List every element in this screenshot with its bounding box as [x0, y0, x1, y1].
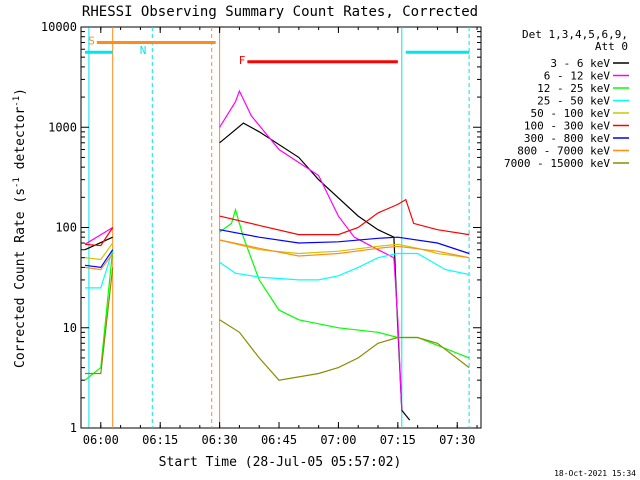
y-axis-label-end: ) [13, 88, 28, 96]
x-tick-label-5: 07:15 [380, 433, 416, 447]
x-tick-label-6: 07:30 [439, 433, 475, 447]
x-tick-label-4: 07:00 [320, 433, 356, 447]
x-tick-label-0: 06:00 [83, 433, 119, 447]
y-axis-label-mid: detector [13, 107, 28, 178]
x-tick-label-3: 06:45 [261, 433, 297, 447]
x-tick-label-2: 06:30 [202, 433, 238, 447]
mode-bar-label-1: N [140, 44, 147, 57]
y-tick-label-1: 10 [63, 321, 77, 335]
y-axis-label: Corrected Count Rate (s-1 detector-1) [12, 88, 28, 368]
chart-title: RHESSI Observing Summary Count Rates, Co… [82, 4, 478, 20]
mode-bars: S N F [84, 35, 470, 67]
legend-label-3: 25 - 50 keV [537, 95, 610, 108]
series-line-0-1 [219, 122, 411, 421]
series-line-5-0 [84, 227, 114, 247]
series-line-8-1 [219, 319, 470, 381]
series-line-6-1 [219, 229, 470, 255]
legend-label-2: 12 - 25 keV [537, 82, 610, 95]
series-lines [84, 89, 470, 421]
series-line-1-1 [219, 89, 403, 411]
legend-label-0: 3 - 6 keV [550, 57, 610, 70]
series-line-7-1 [219, 239, 470, 259]
y-axis-ticks: 1 10 100 1000 10000 [41, 20, 481, 435]
x-axis-ticks: 06:00 06:15 06:30 06:45 07:00 07:15 07:30 [80, 27, 478, 447]
legend-label-1: 6 - 12 keV [544, 70, 611, 83]
series-line-8-0 [85, 267, 114, 375]
legend-label-7: 800 - 7000 keV [517, 145, 610, 158]
y-tick-label-3: 1000 [48, 120, 77, 134]
series-line-0-0 [84, 236, 113, 251]
instrument-vlines [88, 27, 470, 428]
footer-date: 18-Oct-2021 15:34 [554, 469, 636, 478]
series-line-5-1 [219, 198, 470, 236]
y-tick-label-4: 10000 [41, 20, 77, 34]
y-axis-label-sup1: -1 [12, 177, 22, 188]
y-tick-label-2: 100 [55, 221, 77, 235]
plot-frame [80, 26, 482, 429]
y-tick-label-0: 1 [70, 421, 77, 435]
series-line-3-0 [85, 249, 114, 289]
legend-label-8: 7000 - 15000 keV [504, 157, 610, 170]
series-line-3-1 [219, 252, 470, 281]
legend-label-4: 50 - 100 keV [531, 107, 611, 120]
mode-bar-label-0: S [88, 35, 95, 48]
legend-header-2: Att 0 [595, 40, 628, 53]
x-tick-label-1: 06:15 [142, 433, 178, 447]
legend-label-6: 300 - 800 keV [524, 132, 610, 145]
y-axis-label-main: Corrected Count Rate (s [13, 188, 28, 368]
legend-label-5: 100 - 300 keV [524, 120, 610, 133]
y-axis-label-sup2: -1 [12, 96, 22, 107]
series-line-4-0 [84, 242, 114, 261]
series-line-2-0 [84, 249, 114, 381]
series-line-6-0 [84, 249, 114, 269]
series-line-1-0 [84, 226, 114, 245]
series-line-7-0 [84, 253, 114, 271]
legend-header-1: Det 1,3,4,5,6,9, [522, 28, 628, 41]
mode-bar-label-3: F [239, 54, 246, 67]
x-axis-label: Start Time (28-Jul-05 05:57:02) [159, 455, 402, 470]
